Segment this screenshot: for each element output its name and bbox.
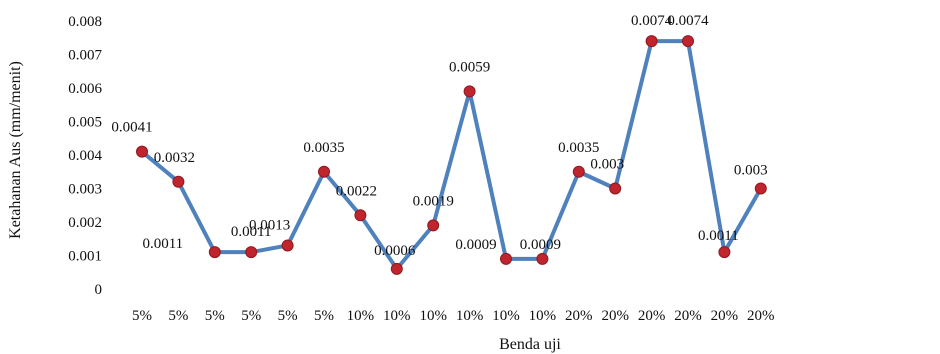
data-label: 0.0006 [374, 243, 416, 259]
data-point [682, 35, 694, 48]
data-label: 0.0035 [303, 140, 344, 156]
data-point [645, 35, 658, 48]
y-tick-label: 0.007 [68, 48, 102, 64]
y-axis-title: Ketahanan Aus (mm/menit) [7, 61, 24, 239]
data-point [281, 239, 294, 252]
x-tick-label: 20% [674, 308, 702, 324]
data-label: 0.0009 [455, 237, 496, 253]
data-point [390, 262, 403, 275]
data-label: 0.0041 [111, 120, 152, 136]
data-point [463, 85, 476, 98]
data-point [354, 209, 367, 222]
y-tick-label: 0.006 [68, 81, 102, 97]
data-label: 0.0009 [520, 237, 561, 253]
data-label: 0.0022 [336, 183, 377, 199]
data-label: 0.0019 [413, 193, 454, 209]
data-point [172, 175, 185, 188]
y-tick-label: 0.003 [68, 182, 102, 198]
data-label: 0.0032 [154, 150, 195, 166]
data-point [572, 165, 585, 178]
x-tick-label: 10% [456, 308, 484, 324]
x-axis-ticks: 5% 5% 5% 5% 5% 5% 10% 10% 10% 10% 10% 10% 20% 20% 20% 2… [132, 308, 775, 324]
data-point [718, 246, 731, 259]
data-point [536, 252, 549, 265]
y-tick-label: 0.001 [68, 249, 102, 265]
data-label: 0.0074 [667, 13, 709, 29]
x-tick-label: 20% [747, 308, 775, 324]
data-label: 0.0011 [698, 228, 739, 244]
data-labels: 0.00410.00320.00110.00110.00130.00350.00… [111, 13, 767, 259]
x-tick-label: 5% [168, 308, 188, 324]
data-label: 0.003 [590, 157, 624, 173]
y-tick-label: 0.002 [68, 215, 102, 231]
x-tick-label: 5% [132, 308, 152, 324]
data-label: 0.0011 [142, 236, 183, 252]
plot-area [136, 35, 767, 275]
data-label: 0.0035 [558, 140, 599, 156]
data-point [427, 219, 440, 232]
data-label: 0.0059 [449, 59, 490, 75]
y-axis-ticks: 0 0.001 0.002 0.003 0.004 0.005 0.006 0.007 0.00… [68, 14, 102, 298]
series-line [140, 39, 763, 271]
x-tick-label: 10% [383, 308, 411, 324]
data-point [136, 145, 148, 158]
y-tick-label: 0 [95, 282, 103, 298]
data-point [208, 246, 221, 259]
data-label: 0.003 [734, 163, 768, 179]
data-point [318, 165, 330, 178]
x-tick-label: 20% [601, 308, 629, 324]
x-tick-label: 5% [278, 308, 298, 324]
data-point [754, 182, 767, 195]
y-tick-label: 0.005 [68, 115, 102, 131]
data-point [500, 252, 512, 265]
data-label: 0.0011 [231, 224, 272, 240]
data-label: 0.0013 [249, 217, 290, 233]
x-tick-label: 5% [241, 308, 261, 324]
x-tick-label: 10% [347, 308, 375, 324]
y-tick-label: 0.008 [68, 14, 102, 30]
x-tick-label: 20% [711, 308, 739, 324]
x-tick-label: 20% [638, 308, 666, 324]
data-point [245, 246, 258, 259]
x-tick-label: 10% [492, 308, 520, 324]
x-axis-title: Benda uji [499, 336, 561, 353]
x-tick-label: 5% [314, 308, 334, 324]
x-tick-label: 10% [419, 308, 447, 324]
data-point [609, 182, 622, 195]
data-label: 0.0074 [631, 13, 673, 29]
x-tick-label: 10% [529, 308, 557, 324]
y-tick-label: 0.004 [68, 148, 102, 164]
x-tick-label: 5% [205, 308, 225, 324]
x-tick-label: 20% [565, 308, 593, 324]
